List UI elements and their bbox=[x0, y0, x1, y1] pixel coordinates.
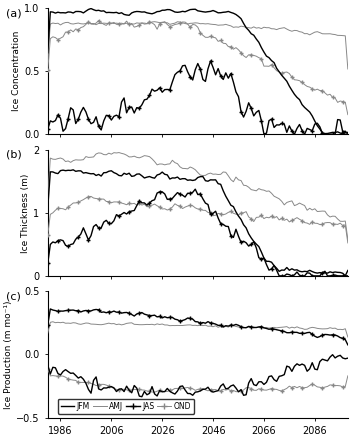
Text: (c): (c) bbox=[6, 291, 21, 301]
Y-axis label: Ice Production (m mo⁻¹): Ice Production (m mo⁻¹) bbox=[4, 300, 13, 409]
Text: (a): (a) bbox=[6, 8, 21, 18]
Y-axis label: Ice Thickness (m): Ice Thickness (m) bbox=[21, 173, 30, 253]
Y-axis label: Ice Concentration: Ice Concentration bbox=[12, 31, 21, 111]
Legend: JFM, AMJ, JAS, OND: JFM, AMJ, JAS, OND bbox=[58, 399, 194, 414]
Text: (b): (b) bbox=[6, 150, 21, 160]
